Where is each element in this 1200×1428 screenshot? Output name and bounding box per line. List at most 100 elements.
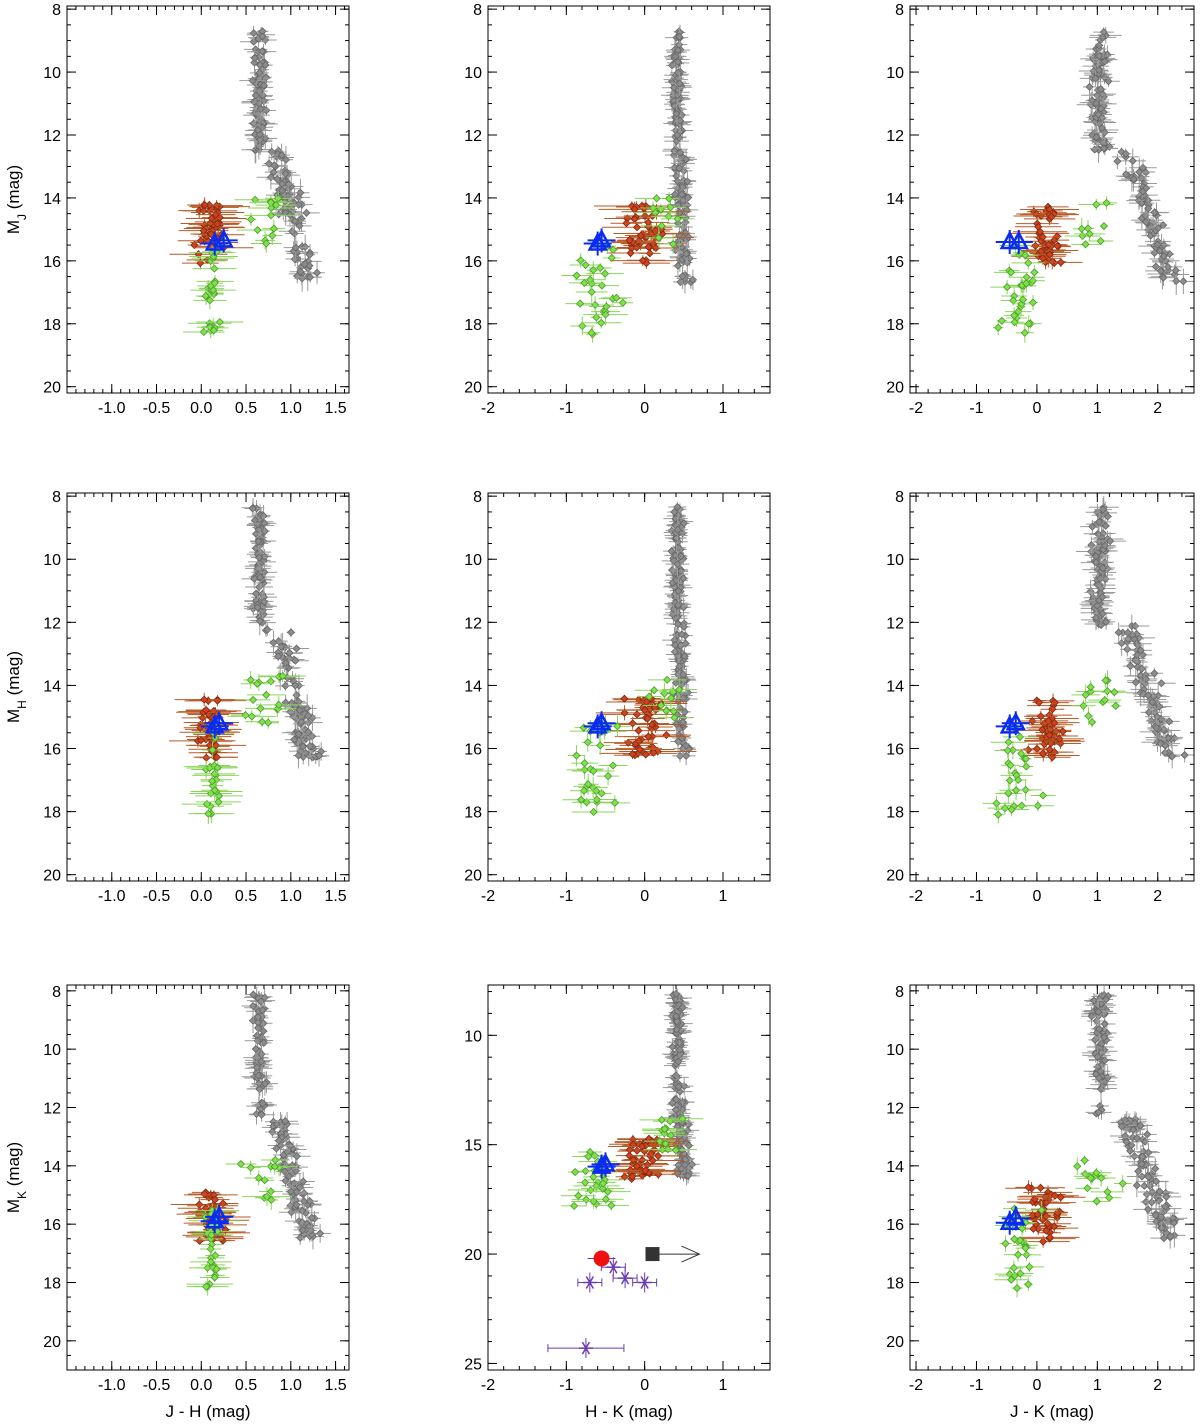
data-point-green [598, 1179, 608, 1188]
data-point-field [1146, 700, 1172, 713]
data-point-red [185, 705, 227, 715]
data-point-green [1075, 1184, 1100, 1193]
y-tick-label: 12 [464, 128, 482, 145]
data-point-green [573, 1178, 620, 1193]
data-point-field [1092, 127, 1101, 147]
x-tick-label: 0.0 [190, 888, 212, 905]
x-tick-label: -0.5 [143, 1377, 171, 1394]
data-point-green [264, 1189, 279, 1211]
y-tick-label: 18 [886, 1276, 904, 1293]
data-point-red [1015, 1180, 1042, 1195]
data-point-field [670, 1092, 683, 1107]
data-point-green [653, 1130, 688, 1140]
data-point-green [241, 1187, 292, 1207]
data-point-field [1146, 215, 1171, 241]
y-tick-label: 10 [886, 65, 904, 82]
data-point-field [1089, 27, 1122, 44]
target-triangle [205, 1204, 234, 1229]
data-point-green [1085, 1172, 1096, 1184]
data-point-green [240, 679, 274, 688]
data-point-field [1097, 620, 1106, 630]
data-point-green [575, 281, 608, 303]
data-point-green [1005, 771, 1014, 790]
data-point-red [624, 231, 658, 240]
data-point-field [667, 1080, 690, 1093]
target-triangle [205, 711, 234, 736]
data-point-green [1004, 1247, 1033, 1262]
data-point-green [235, 695, 271, 704]
data-point-field [1131, 1156, 1152, 1172]
x-tick-label: 0 [1032, 888, 1041, 905]
data-point-green [998, 783, 1018, 804]
data-point-field [1094, 498, 1112, 521]
y-tick-label: 20 [464, 868, 482, 885]
data-point-field [256, 1038, 272, 1047]
data-point-field [244, 990, 262, 999]
data-point-field [250, 994, 272, 1009]
data-point-field [669, 1068, 683, 1083]
x-tick-label: 1.0 [280, 1377, 302, 1394]
data-point-field [254, 564, 267, 591]
data-point-field [1152, 737, 1178, 754]
data-point-red [610, 255, 676, 266]
data-point-field [249, 1103, 264, 1125]
data-point-green [634, 686, 674, 695]
data-point-field [1136, 688, 1169, 716]
data-point-green [200, 774, 224, 788]
data-point-field [1089, 31, 1117, 43]
data-point-green [612, 298, 634, 307]
data-point-field [678, 170, 697, 193]
data-point-field [1161, 1228, 1171, 1237]
data-point-red [622, 257, 670, 270]
data-point-red [1027, 724, 1057, 736]
data-point-field [1092, 508, 1106, 536]
data-point-field [1128, 1116, 1153, 1135]
data-point-green [1011, 1278, 1023, 1298]
data-point-red [1015, 222, 1062, 231]
data-point-red [200, 1193, 230, 1206]
purple-star [577, 1272, 603, 1293]
data-point-field [668, 159, 690, 178]
data-point-green [1088, 695, 1122, 705]
data-point-field [1096, 1067, 1105, 1076]
data-point-field [257, 549, 272, 565]
data-point-field [1121, 1122, 1145, 1137]
data-point-green [256, 696, 302, 714]
data-point-field [1092, 1019, 1107, 1039]
data-point-field [1094, 1033, 1114, 1042]
data-point-field [1147, 273, 1179, 282]
data-point-field [1095, 1047, 1115, 1073]
data-point-field [677, 1003, 689, 1012]
x-tick-label: -1.0 [98, 1377, 126, 1394]
data-point-field [663, 547, 680, 556]
data-point-green [249, 195, 293, 210]
data-point-field [1139, 208, 1170, 217]
data-point-field [1158, 1202, 1173, 1211]
data-point-field [289, 267, 312, 276]
data-point-field [668, 597, 688, 614]
data-point-field [1119, 148, 1146, 174]
data-point-field [252, 607, 268, 636]
y-tick-label: 18 [43, 1276, 61, 1293]
data-point-green [1024, 1201, 1059, 1220]
x-tick-label: 1 [1093, 400, 1102, 417]
data-point-field [1129, 158, 1157, 177]
axis-ticks [910, 493, 1195, 881]
y-tick-label: 14 [43, 1159, 61, 1176]
x-axis-label: J - H (mag) [166, 1402, 251, 1421]
data-point-field [289, 735, 299, 744]
data-point-field [259, 1021, 268, 1041]
data-point-field [1132, 1173, 1141, 1198]
x-tick-label: 1.0 [280, 400, 302, 417]
data-point-field [254, 1071, 263, 1080]
y-tick-label: 25 [464, 1356, 482, 1373]
data-point-field [1114, 622, 1123, 643]
data-point-field [305, 734, 315, 759]
data-point-red [624, 729, 673, 745]
data-point-field [287, 1200, 306, 1209]
x-tick-label: 1 [719, 888, 728, 905]
y-tick-label: 8 [895, 489, 904, 506]
data-point-field [1169, 1217, 1179, 1229]
data-point-red [1049, 240, 1066, 252]
